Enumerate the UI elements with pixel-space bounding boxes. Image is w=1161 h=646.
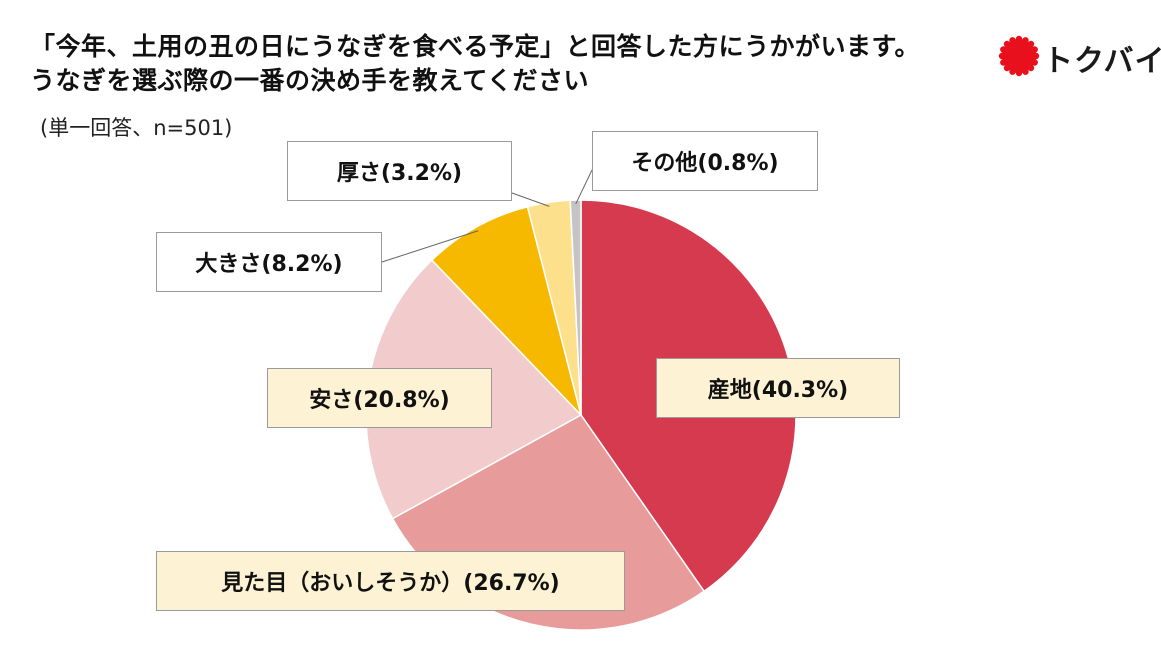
label-sanchi: 産地(40.3%): [656, 358, 900, 418]
logo-spike: [1009, 37, 1016, 44]
logo-spike: [1003, 40, 1011, 48]
leader-atsusa: [511, 192, 550, 207]
logo-spike: [1009, 68, 1016, 75]
logo-spike: [1022, 68, 1029, 75]
logo-spike: [1027, 64, 1035, 72]
slice-sonota: [569, 199, 582, 416]
chart-title: 「今年、土用の丑の日にうなぎを食べる予定」と回答した方にうかがいます。 うなぎを…: [30, 30, 990, 98]
logo-spike: [1031, 59, 1038, 66]
label-ookisa: 大きさ(8.2%): [156, 232, 382, 292]
leader-sonota: [575, 169, 593, 205]
logo-spike: [1015, 35, 1023, 43]
logo-spike: [998, 52, 1006, 60]
tokubai-logo: トクバイ: [997, 32, 1161, 82]
logo-text: トクバイ: [1043, 44, 1161, 79]
logo-spike: [1027, 40, 1035, 48]
title-line-2: うなぎを選ぶ際の一番の決め手を教えてください: [30, 66, 590, 95]
logo-spike: [1032, 52, 1040, 60]
slice-ookisa: [430, 205, 583, 418]
leader-ookisa: [381, 230, 479, 263]
logo-spike: [1000, 59, 1007, 66]
logo-burst-icon: [998, 35, 1040, 77]
chart-subtitle: (単一回答、n=501): [40, 116, 233, 140]
label-sonota: その他(0.8%): [592, 131, 818, 191]
label-atsusa: 厚さ(3.2%): [287, 141, 512, 201]
logo-spike: [1015, 69, 1023, 77]
logo-spike: [1003, 64, 1011, 72]
title-line-1: 「今年、土用の丑の日にうなぎを食べる予定」と回答した方にうかがいます。: [30, 32, 921, 61]
logo-spike: [1022, 37, 1029, 44]
logo-spike: [1000, 46, 1007, 53]
label-yasusa: 安さ(20.8%): [267, 368, 492, 428]
label-mitame: 見た目（おいしそうか）(26.7%): [156, 551, 625, 611]
logo-spike: [1031, 46, 1038, 53]
